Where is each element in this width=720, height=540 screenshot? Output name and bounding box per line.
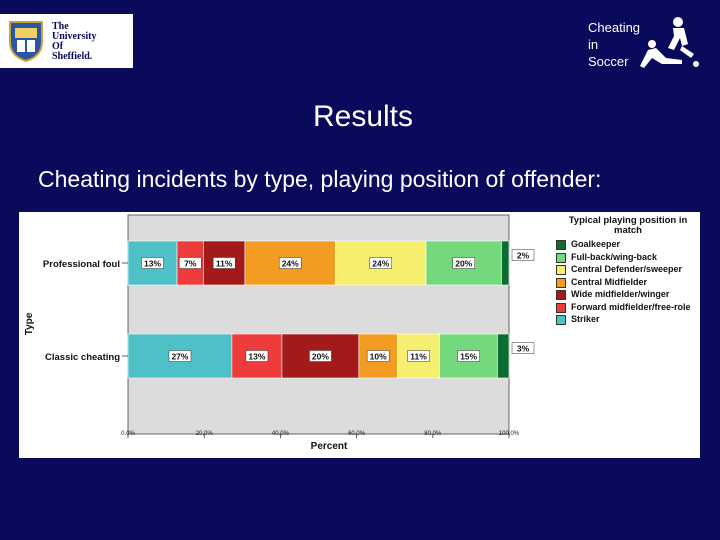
legend-swatch	[556, 265, 566, 275]
category-label: Professional foul	[43, 259, 120, 270]
legend-title: Typical playing position in match	[568, 215, 688, 236]
university-crest-icon	[9, 21, 43, 62]
legend-swatch	[556, 277, 566, 288]
legend-item: Central Midfielder	[556, 277, 700, 288]
brand-line: in	[588, 37, 599, 52]
soccer-players-icon	[640, 17, 699, 68]
chart-legend: Typical playing position in match Goalke…	[556, 216, 700, 327]
x-tick-label: 80.0%	[424, 431, 442, 437]
legend-swatch	[556, 290, 566, 300]
bar-segment	[501, 240, 510, 286]
legend-label: Goalkeeper	[571, 239, 621, 249]
legend-label: Forward midfielder/free-role	[571, 301, 691, 312]
slide-title: Results	[312, 100, 414, 133]
logo-line: The	[52, 21, 69, 32]
brand-line: Cheating	[588, 20, 641, 35]
data-label: 3%	[517, 344, 530, 354]
data-label: 7%	[184, 259, 197, 269]
legend-swatch	[556, 315, 566, 325]
data-label-box	[178, 257, 202, 269]
logo-line: Of	[52, 41, 64, 52]
data-label-box	[309, 350, 332, 362]
legend-item: Full-back/wing-back	[556, 252, 700, 263]
chart-panel: 13% 7% 11% 24% 24% 20% 2% 27% 13% 20% 10% 11% 15% 3% …	[19, 212, 700, 458]
x-axis-title: Percent	[311, 441, 348, 452]
data-label-box	[452, 257, 475, 269]
stacked-bar-chart: 13% 7% 11% 24% 24% 20%2%27% 13% 20% 10% 11% 15%3% …	[24, 214, 535, 452]
logo-line: University	[52, 31, 97, 42]
category-label: Classic cheating	[45, 352, 120, 363]
y-axis-title: Type	[24, 312, 35, 335]
x-tick-label: 60.0%	[348, 431, 366, 437]
legend-item: Goalkeeper	[556, 239, 700, 250]
data-label-box	[369, 257, 392, 269]
legend-label: Central Midfielder	[571, 276, 648, 287]
legend-swatch	[556, 240, 566, 250]
data-label: 2%	[517, 251, 530, 261]
brand-line: Soccer	[588, 54, 629, 69]
data-label-box	[212, 257, 236, 269]
bar-segment	[497, 333, 510, 379]
x-tick-label: 20.0%	[196, 431, 214, 437]
data-label-box	[278, 257, 302, 269]
data-label-box	[457, 350, 480, 362]
legend-label: Wide midfielder/winger	[571, 289, 670, 299]
data-label: 24%	[282, 259, 299, 269]
legend-label: Full-back/wing-back	[571, 251, 658, 262]
legend-item: Wide midfielder/winger	[556, 289, 700, 300]
legend-item: Forward midfielder/free-role	[556, 302, 700, 313]
data-label: 11%	[410, 352, 427, 362]
data-label: 20%	[312, 352, 329, 362]
data-label-box	[511, 342, 535, 354]
data-label: 10%	[370, 352, 387, 362]
slide-subtitle: Cheating incidents by type, playing posi…	[38, 166, 602, 192]
data-label: 11%	[216, 259, 233, 269]
logo-line: Sheffield.	[52, 51, 93, 62]
data-label-box	[511, 249, 535, 261]
data-label: 13%	[248, 352, 265, 362]
legend-swatch	[556, 302, 566, 313]
data-label: 20%	[455, 259, 472, 269]
university-logo: The University Of Sheffield.	[0, 14, 133, 68]
university-name: The University Of Sheffield.	[52, 22, 130, 62]
legend-item: Central Defender/sweeper	[556, 264, 700, 275]
x-tick-label: 0.0%	[121, 431, 135, 437]
data-label: 15%	[460, 352, 477, 362]
x-tick-label: 100.0%	[499, 431, 520, 437]
data-label-box	[245, 350, 269, 362]
legend-label: Central Defender/sweeper	[571, 264, 683, 274]
legend-item: Striker	[556, 314, 700, 325]
data-label-box	[366, 350, 390, 362]
x-tick-label: 40.0%	[272, 431, 290, 437]
legend-label: Striker	[571, 314, 600, 324]
project-brand: Cheating in Soccer	[588, 19, 640, 70]
data-label-box	[141, 257, 164, 269]
data-label-box	[168, 350, 192, 362]
data-label: 24%	[372, 259, 389, 269]
data-label-box	[407, 350, 430, 362]
data-label: 13%	[144, 259, 161, 269]
legend-swatch	[556, 252, 566, 263]
data-label: 27%	[171, 352, 188, 362]
